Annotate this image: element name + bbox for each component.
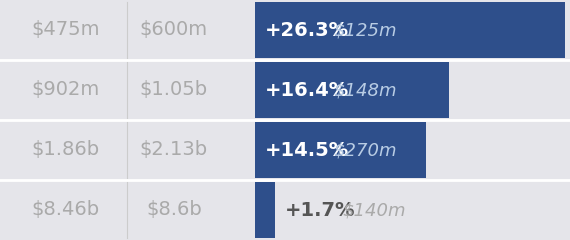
Text: $148m: $148m xyxy=(333,81,397,99)
Text: +1.7%: +1.7% xyxy=(285,200,356,220)
Bar xyxy=(255,182,275,238)
Text: $8.46b: $8.46b xyxy=(31,200,100,220)
Bar xyxy=(255,62,449,118)
Text: $140m: $140m xyxy=(342,201,406,219)
Bar xyxy=(255,2,565,58)
Text: +14.5%: +14.5% xyxy=(265,140,349,160)
Text: $8.6b: $8.6b xyxy=(146,200,202,220)
Text: +26.3%: +26.3% xyxy=(265,20,349,40)
Text: $600m: $600m xyxy=(140,20,208,40)
Text: $1.86b: $1.86b xyxy=(31,140,100,160)
Text: $1.05b: $1.05b xyxy=(140,80,208,100)
Text: $475m: $475m xyxy=(31,20,100,40)
Text: $902m: $902m xyxy=(31,80,100,100)
Text: $2.13b: $2.13b xyxy=(140,140,208,160)
Text: +16.4%: +16.4% xyxy=(265,80,349,100)
Text: $125m: $125m xyxy=(333,21,397,39)
Text: $270m: $270m xyxy=(333,141,397,159)
Bar xyxy=(255,122,426,178)
